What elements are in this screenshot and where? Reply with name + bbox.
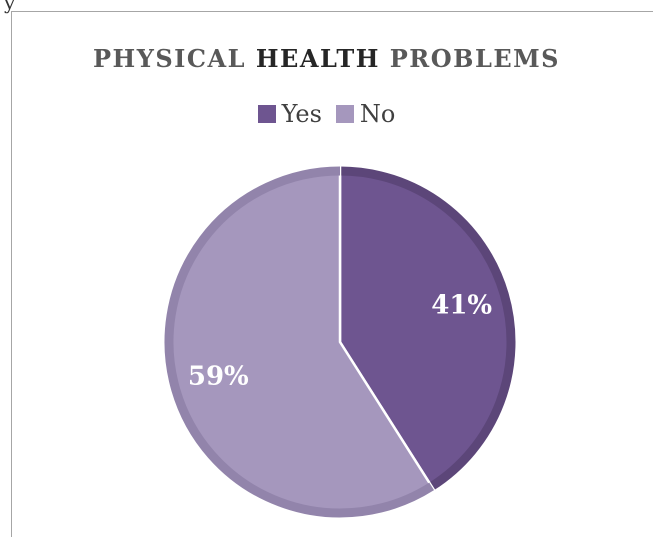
data-label-yes: 41%: [431, 291, 492, 321]
chart-legend: Yes No: [0, 100, 653, 128]
legend-swatch-yes: [257, 105, 276, 123]
title-part-physical: PHYSICAL: [92, 44, 256, 73]
pie-slice-no: [162, 164, 437, 520]
legend-swatch-no: [335, 105, 354, 123]
title-part-health: HEALTH: [255, 44, 380, 73]
pie-slice-no-edge: [164, 166, 435, 518]
legend-label-no: No: [359, 100, 396, 128]
chart-title: PHYSICAL HEALTH PROBLEMS: [0, 44, 653, 73]
legend-item-yes: Yes: [257, 100, 322, 128]
legend-item-no: No: [335, 100, 396, 128]
data-label-no: 59%: [188, 361, 249, 391]
title-part-problems: PROBLEMS: [379, 44, 561, 73]
chart-frame: [11, 11, 653, 537]
clipped-text-fragment: y: [4, 0, 16, 14]
legend-label-yes: Yes: [281, 100, 322, 128]
pie-slice-yes-edge: [339, 166, 516, 491]
